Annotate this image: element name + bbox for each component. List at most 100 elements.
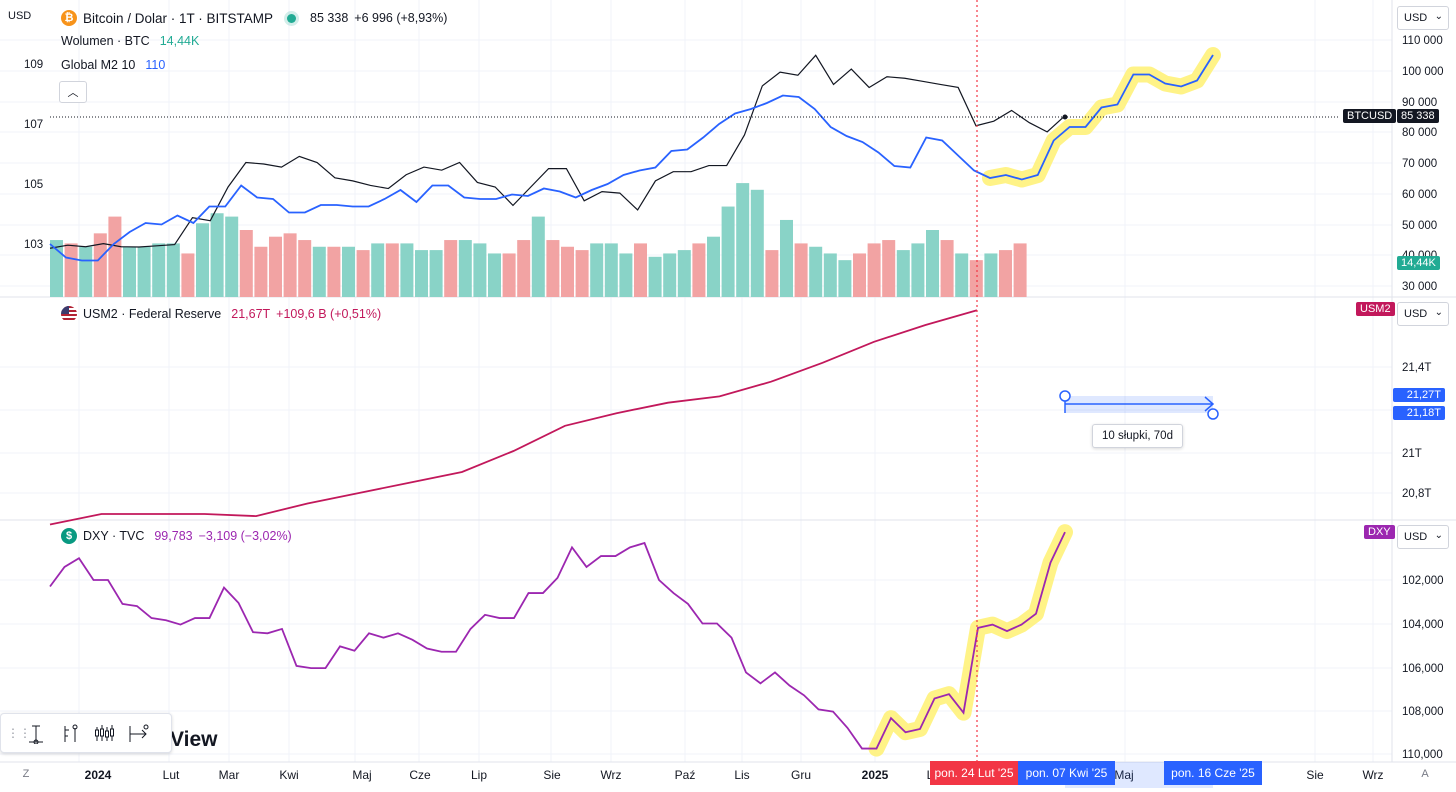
btc-axis-tick: 90 000 <box>1402 97 1437 109</box>
currency-label: USD <box>1404 308 1428 320</box>
series-lines <box>49 54 1214 750</box>
btc-axis-tick: 110 000 <box>1402 35 1443 47</box>
usm2-axis-tick: 21T <box>1402 448 1422 460</box>
volume-bar <box>634 243 647 297</box>
volume-bar <box>546 240 560 297</box>
chevron-down-icon: ⌄ <box>1434 11 1443 22</box>
time-axis-label: Lut <box>162 768 180 782</box>
left-currency-label[interactable]: USD <box>8 10 32 22</box>
btc-axis-tick: 100 000 <box>1402 66 1444 78</box>
time-axis-label: Paź <box>674 768 696 782</box>
volume-bar <box>721 206 735 297</box>
volume-bar <box>1013 243 1027 297</box>
time-axis-label: 2024 <box>84 768 112 782</box>
m2-axis-tick: 103 <box>24 239 43 251</box>
volume-bar <box>50 240 63 297</box>
volume-bar <box>896 250 910 297</box>
volume-bar <box>196 223 209 297</box>
volume-bar <box>999 250 1012 297</box>
auto-scale-button[interactable]: A <box>1421 768 1429 780</box>
volume-bar <box>123 246 136 297</box>
drag-handle-icon[interactable]: ⋮⋮ <box>7 726 31 740</box>
live-dot-icon <box>287 13 297 23</box>
time-axis-label: Cze <box>409 768 431 782</box>
volume-bar <box>93 233 107 297</box>
volume-bar <box>838 260 852 297</box>
usm2-line <box>49 309 978 526</box>
volume-bar <box>692 243 706 297</box>
collapse-legend-button[interactable]: ︿ <box>59 81 87 103</box>
grid-lines <box>0 0 1392 762</box>
drawing-toolbar[interactable]: ⋮⋮ <box>0 713 172 753</box>
currency-label: USD <box>1404 12 1428 24</box>
volume-bar <box>677 250 691 297</box>
btc-axis-tick: 30 000 <box>1402 281 1437 293</box>
m2-value: 110 <box>145 58 166 72</box>
btc-axis-tick: 60 000 <box>1402 189 1437 201</box>
time-axis-label: Gru <box>790 768 812 782</box>
usm2-legend[interactable]: USM2 · Federal Reserve 21,67T +109,6 B (… <box>61 306 381 322</box>
date-range-tool[interactable] <box>1059 390 1219 420</box>
btc-legend[interactable]: ₿ Bitcoin / Dolar · 1T · BITSTAMP 85 338… <box>61 10 447 26</box>
volume-bar <box>940 240 954 297</box>
volume-bar <box>415 250 428 297</box>
btcusd-symbol-badge: BTCUSD <box>1343 109 1397 123</box>
dxy-axis-tick: 102,000 <box>1402 575 1444 587</box>
volume-bar <box>444 240 458 297</box>
m2-axis-tick: 107 <box>24 119 43 131</box>
dxy-value: 99,783 <box>154 529 193 543</box>
measure-end-badge: 21,18T <box>1393 406 1445 420</box>
volume-bar <box>254 246 268 297</box>
volume-bar <box>225 216 239 297</box>
candles-icon <box>95 725 114 741</box>
time-axis-label: Lip <box>470 768 488 782</box>
measure-tooltip: 10 słupki, 70d <box>1092 424 1183 448</box>
btcusd-price-badge: 85 338 <box>1397 109 1439 123</box>
volume-label: Wolumen · BTC <box>61 34 150 48</box>
usm2-change: +109,6 B (+0,51%) <box>276 307 382 321</box>
watermark: View <box>170 728 218 751</box>
time-axis-marker: pon. 16 Cze '25 <box>1164 761 1262 785</box>
currency-select-dxy[interactable]: USD ⌄ <box>1397 525 1449 549</box>
time-zone-button[interactable]: Z <box>22 768 30 780</box>
chevron-down-icon: ⌄ <box>1434 307 1443 318</box>
volume-bar <box>152 243 166 297</box>
measure-start-badge: 21,27T <box>1393 388 1445 402</box>
time-axis-label: Kwi <box>279 768 299 782</box>
currency-select-usm2[interactable]: USD ⌄ <box>1397 302 1449 326</box>
volume-bar <box>619 253 633 297</box>
volume-bar <box>64 243 78 297</box>
volume-bar <box>561 246 574 297</box>
btc-axis-tick: 80 000 <box>1402 127 1437 139</box>
usm2-value: 21,67T <box>231 307 271 321</box>
bar-tool-button[interactable] <box>55 718 85 748</box>
volume-bar <box>283 233 297 297</box>
volume-bar <box>531 216 545 297</box>
time-axis-label: Sie <box>543 768 561 782</box>
volume-bar <box>429 250 443 297</box>
usm2-axis-tick: 21,4T <box>1402 362 1431 374</box>
chevron-down-icon: ⌄ <box>1434 530 1443 541</box>
btc-title: Bitcoin / Dolar · 1T · BITSTAMP <box>83 10 274 26</box>
btc-change: +6 996 (+8,93%) <box>354 11 448 25</box>
currency-select-btc[interactable]: USD ⌄ <box>1397 6 1449 30</box>
volume-bar <box>911 243 925 297</box>
dxy-legend[interactable]: $ DXY · TVC 99,783 −3,109 (−3,02%) <box>61 528 292 544</box>
long-position-tool-button[interactable] <box>21 718 51 748</box>
currency-label: USD <box>1404 531 1428 543</box>
volume-bar <box>181 253 195 297</box>
bitcoin-icon: ₿ <box>61 10 77 26</box>
us-flag-icon <box>61 306 77 322</box>
volume-bar <box>473 243 487 297</box>
time-axis-label: 2025 <box>861 768 889 782</box>
candles-tool-button[interactable] <box>89 718 119 748</box>
dxy-line <box>49 531 1066 750</box>
volume-legend[interactable]: Wolumen · BTC 14,44K <box>61 34 199 48</box>
date-range-tool-button[interactable] <box>123 718 153 748</box>
volume-bar <box>575 250 589 297</box>
volume-bar <box>794 243 808 297</box>
m2-legend[interactable]: Global M2 10 110 <box>61 58 165 72</box>
volume-bar <box>955 253 969 297</box>
volume-bar <box>517 240 531 297</box>
